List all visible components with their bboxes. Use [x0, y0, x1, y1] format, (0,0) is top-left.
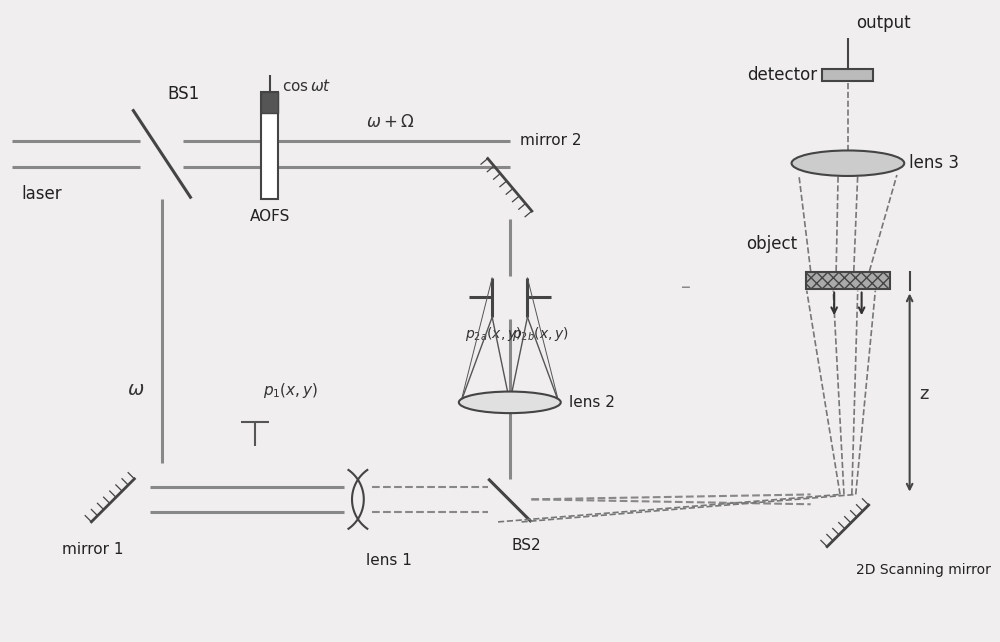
Text: z: z: [919, 385, 929, 403]
Text: lens 3: lens 3: [909, 154, 959, 172]
Text: 2D Scanning mirror: 2D Scanning mirror: [856, 563, 991, 577]
Text: $\omega$: $\omega$: [127, 380, 144, 399]
Text: AOFS: AOFS: [250, 209, 290, 224]
Ellipse shape: [459, 392, 561, 413]
Text: lens 1: lens 1: [366, 553, 412, 568]
Text: –: –: [681, 278, 691, 297]
Text: detector: detector: [747, 66, 818, 84]
Text: laser: laser: [22, 185, 62, 203]
Text: mirror 2: mirror 2: [520, 132, 581, 148]
Bar: [806, 272, 890, 289]
Text: $p_1(x,y)$: $p_1(x,y)$: [263, 381, 318, 401]
Text: $p_{2a}(x,y)$: $p_{2a}(x,y)$: [465, 325, 521, 343]
Bar: [261, 92, 278, 200]
Text: lens 2: lens 2: [569, 395, 614, 410]
Text: $\cos\omega t$: $\cos\omega t$: [282, 78, 332, 94]
Ellipse shape: [792, 150, 904, 176]
Text: output: output: [856, 14, 910, 32]
Text: $\omega +\Omega$: $\omega +\Omega$: [366, 113, 414, 131]
Text: BS1: BS1: [168, 85, 200, 103]
Bar: [822, 69, 873, 81]
Text: BS2: BS2: [512, 537, 541, 553]
Text: $p_{2b}(x,y)$: $p_{2b}(x,y)$: [512, 325, 568, 343]
Bar: [261, 92, 278, 113]
Text: mirror 1: mirror 1: [62, 541, 123, 557]
Text: object: object: [746, 236, 797, 254]
